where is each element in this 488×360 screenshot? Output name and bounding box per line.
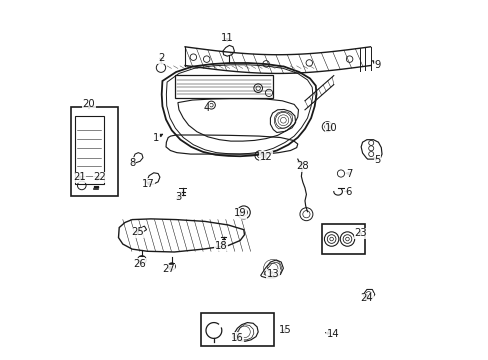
Text: 7: 7: [345, 168, 351, 179]
Text: 22: 22: [93, 172, 106, 182]
Text: 23: 23: [353, 228, 366, 238]
Text: 2: 2: [158, 53, 164, 63]
Text: 28: 28: [295, 161, 308, 171]
Text: 16: 16: [230, 333, 243, 343]
Text: 25: 25: [131, 227, 143, 237]
Text: 11: 11: [221, 33, 233, 43]
Text: 10: 10: [325, 123, 337, 133]
Text: 24: 24: [360, 293, 372, 303]
Text: 3: 3: [174, 192, 181, 202]
Text: 1: 1: [153, 132, 159, 143]
Text: 13: 13: [266, 269, 279, 279]
Text: 20: 20: [82, 99, 95, 109]
Text: 15: 15: [278, 325, 290, 336]
Bar: [322, 224, 364, 254]
Text: 17: 17: [142, 179, 154, 189]
Text: 21: 21: [73, 172, 86, 182]
Bar: [200, 313, 274, 346]
Text: 14: 14: [325, 329, 338, 339]
Text: 12: 12: [259, 152, 272, 162]
Text: 19: 19: [233, 208, 246, 218]
Text: 26: 26: [133, 258, 146, 269]
Text: 5: 5: [374, 155, 380, 165]
Text: 6: 6: [345, 186, 351, 197]
Text: 18: 18: [214, 240, 227, 251]
Text: 9: 9: [374, 60, 380, 70]
Text: 8: 8: [129, 158, 135, 168]
Text: 4: 4: [203, 103, 209, 113]
Bar: [75, 116, 104, 184]
Text: 27: 27: [162, 264, 174, 274]
Bar: [175, 75, 272, 98]
Bar: [71, 107, 118, 196]
